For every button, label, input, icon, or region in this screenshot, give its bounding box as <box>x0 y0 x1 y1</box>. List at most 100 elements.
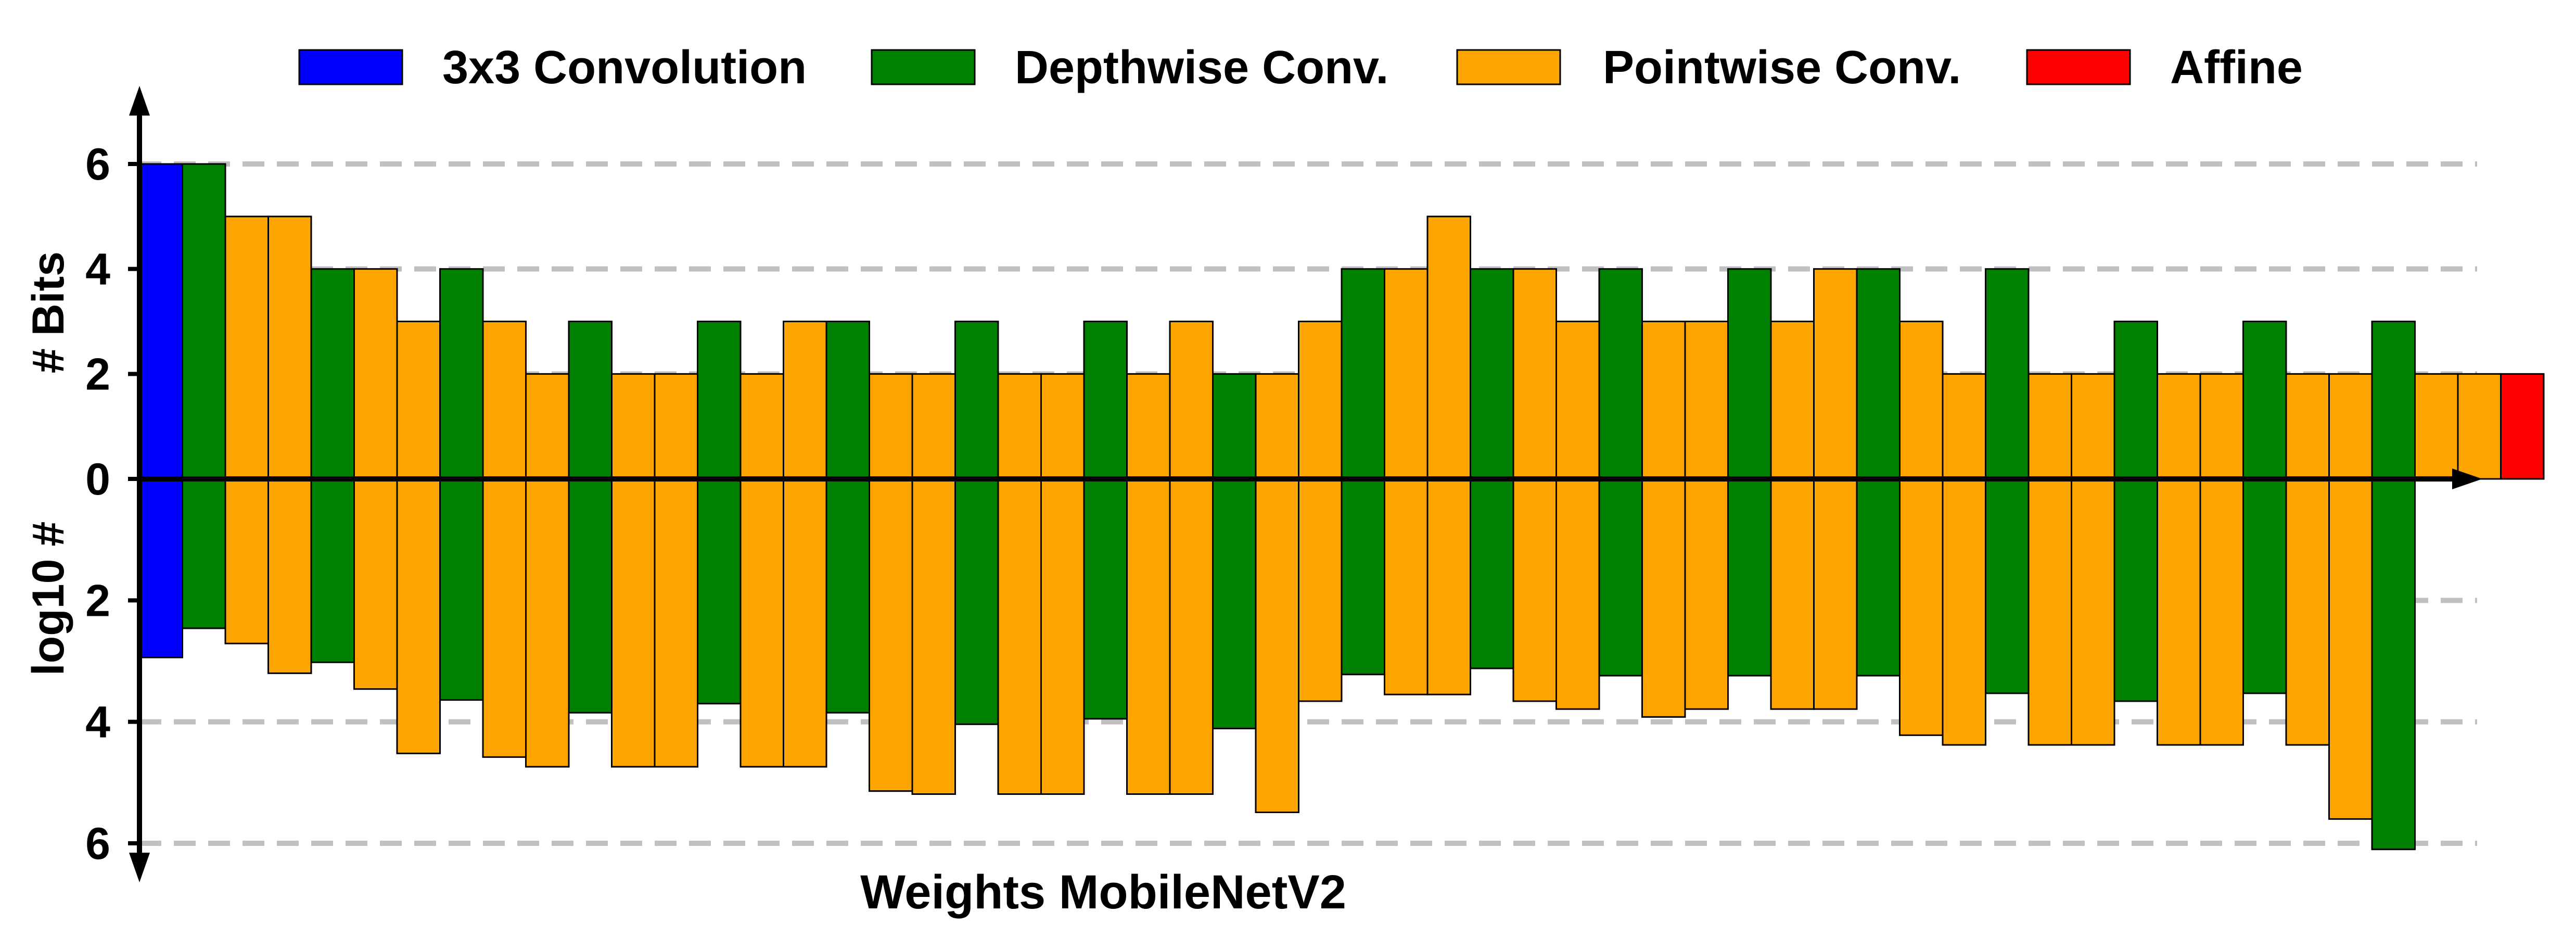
bits-bar <box>1083 321 1128 480</box>
count-bar <box>954 478 999 725</box>
y-tick-label-bottom: 2 <box>85 576 110 626</box>
bits-bar <box>1813 268 1858 480</box>
y-axis-label-bottom: log10 # <box>23 522 73 676</box>
y-axis-label-top: # Bits <box>23 251 73 373</box>
legend-label-pw: Pointwise Conv. <box>1603 42 1961 94</box>
bits-bar <box>1470 268 1514 480</box>
bits-bar <box>1169 321 1214 480</box>
bits-bar <box>1727 268 1772 480</box>
bits-bar <box>267 216 312 480</box>
count-bar <box>1384 478 1429 695</box>
count-bar <box>138 478 183 659</box>
bits-bar <box>825 321 870 480</box>
bits-bar <box>1298 321 1343 480</box>
bits-bar <box>911 373 956 480</box>
x-axis-label: Weights MobileNetV2 <box>860 866 1346 919</box>
axes <box>129 86 2482 882</box>
count-bar <box>869 478 913 792</box>
count-bar <box>2071 478 2115 746</box>
y-tick-label-bottom: 4 <box>85 698 110 748</box>
count-bar <box>482 478 527 758</box>
bits-bar <box>138 163 183 480</box>
count-bar <box>783 478 827 768</box>
count-bar <box>611 478 656 768</box>
count-bar <box>1426 478 1471 695</box>
count-bar <box>310 478 355 663</box>
count-bar <box>1040 478 1085 795</box>
bits-bar <box>1684 321 1729 480</box>
count-bar <box>182 478 226 629</box>
legend-label-conv: 3x3 Convolution <box>442 42 807 94</box>
bits-bar <box>525 373 570 480</box>
x-axis-arrow <box>2452 468 2482 489</box>
count-bar <box>1555 478 1600 710</box>
bits-bar <box>1126 373 1171 480</box>
count-bar <box>1641 478 1686 718</box>
legend: 3x3 Convolution Depthwise Conv. Pointwise … <box>298 42 2303 94</box>
count-bar <box>1899 478 1944 736</box>
count-bar <box>1813 478 1858 710</box>
bits-bar <box>1212 373 1257 480</box>
legend-label-affine: Affine <box>2170 42 2303 94</box>
bits-bar <box>353 268 398 480</box>
legend-label-dw: Depthwise Conv. <box>1015 42 1388 94</box>
count-bar <box>1727 478 1772 677</box>
bits-bar <box>2371 321 2416 480</box>
count-bar <box>1598 478 1643 677</box>
bits-bar <box>783 321 827 480</box>
bits-bar <box>954 321 999 480</box>
tick-labels: 0 2 4 6 2 4 6 <box>85 140 139 869</box>
bits-bar <box>1598 268 1643 480</box>
count-bar <box>2328 478 2373 820</box>
count-bar <box>1985 478 2030 694</box>
bits-bar <box>869 373 913 480</box>
bits-bar <box>1856 268 1901 480</box>
count-bar <box>2199 478 2244 746</box>
count-bar <box>2157 478 2201 746</box>
count-bar <box>2113 478 2158 702</box>
count-bar <box>1512 478 1557 702</box>
legend-swatch-pw <box>1456 49 1561 85</box>
bits-bar <box>2027 373 2072 480</box>
bits-bar <box>1942 373 1986 480</box>
legend-swatch-dw <box>871 49 976 85</box>
y-tick-label-top: 0 <box>85 454 110 504</box>
bits-bar <box>2157 373 2201 480</box>
legend-swatch-conv <box>298 49 403 85</box>
count-bar <box>825 478 870 714</box>
bits-bar <box>2500 373 2545 480</box>
count-bar <box>697 478 742 705</box>
bits-bar <box>482 321 527 480</box>
bits-bar <box>568 321 613 480</box>
bits-bar <box>2199 373 2244 480</box>
count-bar <box>911 478 956 795</box>
count-bar <box>654 478 698 768</box>
count-bar <box>267 478 312 674</box>
bits-bar <box>2328 373 2373 480</box>
count-bar <box>1212 478 1257 729</box>
bits-bar <box>1341 268 1385 480</box>
bits-bar <box>2242 321 2287 480</box>
count-bar <box>1770 478 1815 710</box>
bits-bar <box>2414 373 2459 480</box>
count-bar <box>1169 478 1214 795</box>
bits-bar <box>1985 268 2030 480</box>
count-bar <box>525 478 570 768</box>
bits-bar <box>697 321 742 480</box>
bits-bar <box>439 268 484 480</box>
count-bar <box>739 478 784 768</box>
count-bar <box>396 478 441 754</box>
bits-bar <box>1770 321 1815 480</box>
count-bar <box>224 478 269 644</box>
count-bar <box>1684 478 1729 710</box>
count-bar <box>1470 478 1514 669</box>
bits-bar <box>1512 268 1557 480</box>
bits-bar <box>739 373 784 480</box>
bits-bar <box>1426 216 1471 480</box>
bits-bar <box>1899 321 1944 480</box>
count-bar <box>1083 478 1128 720</box>
count-bar <box>2371 478 2416 851</box>
bits-bar <box>1040 373 1085 480</box>
count-bar <box>1255 478 1299 813</box>
count-bar <box>997 478 1042 795</box>
